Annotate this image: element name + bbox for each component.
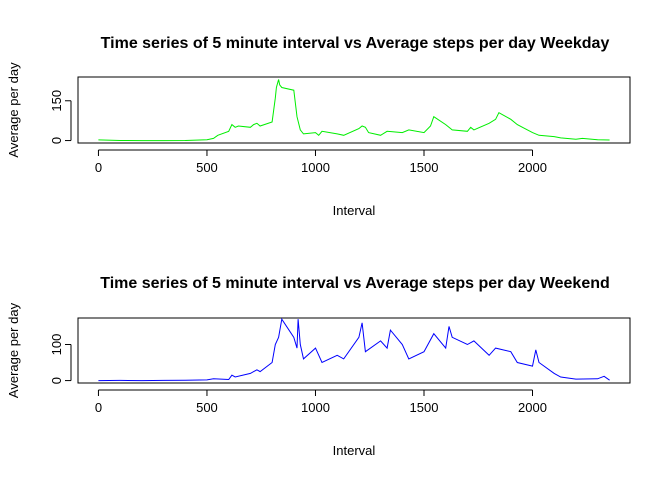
x-tick-label: 500 <box>196 160 218 175</box>
y-tick-label: 0 <box>49 137 64 144</box>
y-tick-label: 100 <box>49 334 64 356</box>
y-axis-label: Average per day <box>6 62 21 158</box>
data-line <box>98 79 610 142</box>
x-axis-label: Interval <box>333 443 376 458</box>
x-tick-label: 0 <box>95 160 102 175</box>
chart-title: Time series of 5 minute interval vs Aver… <box>101 35 610 52</box>
x-tick-label: 0 <box>95 400 102 415</box>
x-tick-label: 2000 <box>518 400 547 415</box>
plot-box <box>77 317 631 384</box>
chart-title: Time series of 5 minute interval vs Aver… <box>100 275 610 292</box>
y-axis-label: Average per day <box>6 302 21 398</box>
y-tick-label: 150 <box>49 90 64 112</box>
plot-box <box>77 76 631 144</box>
data-line <box>98 317 610 382</box>
x-tick-label: 2000 <box>518 160 547 175</box>
x-axis-label: Interval <box>333 203 376 218</box>
x-tick-label: 1500 <box>410 400 439 415</box>
x-tick-label: 500 <box>196 400 218 415</box>
x-tick-label: 1500 <box>410 160 439 175</box>
y-tick-label: 0 <box>49 377 64 384</box>
x-tick-label: 1000 <box>301 160 330 175</box>
x-tick-label: 1000 <box>301 400 330 415</box>
